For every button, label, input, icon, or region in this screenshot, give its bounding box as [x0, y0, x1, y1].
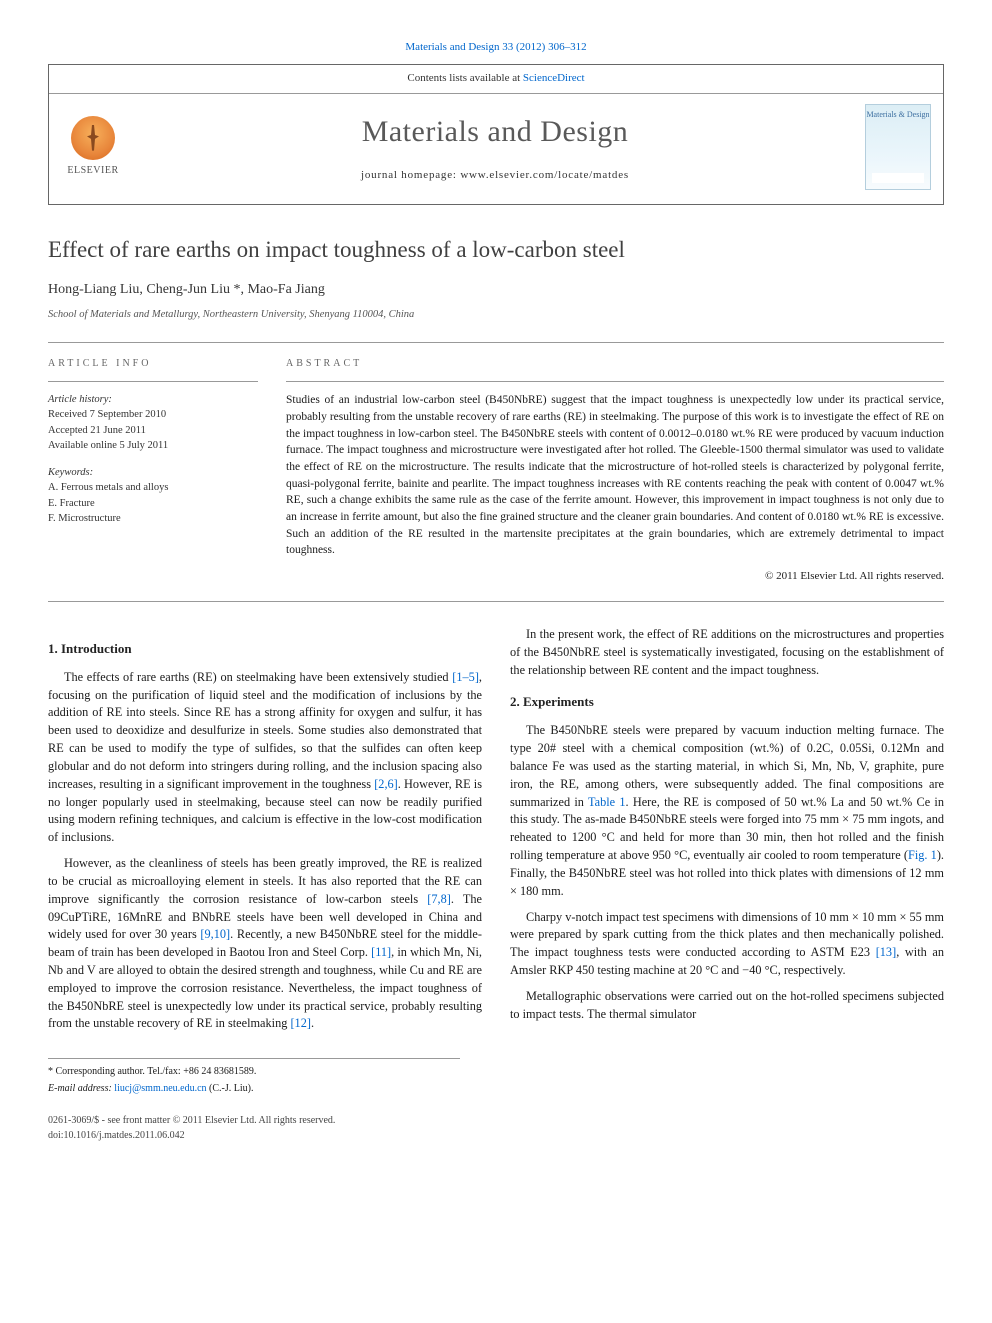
ref-fig-1[interactable]: Fig. 1: [908, 848, 937, 862]
footer-copyright-block: 0261-3069/$ - see front matter © 2011 El…: [48, 1114, 944, 1143]
s2-paragraph-1: The B450NbRE steels were prepared by vac…: [510, 722, 944, 900]
s2-paragraph-3: Metallographic observations were carried…: [510, 988, 944, 1024]
contents-available-label: Contents lists available at ScienceDirec…: [407, 71, 584, 87]
cover-title: Materials & Design: [866, 111, 929, 120]
history-label: Article history:: [48, 392, 258, 407]
section-1-heading: 1. Introduction: [48, 640, 482, 659]
txt: The effects of rare earths (RE) on steel…: [64, 670, 452, 684]
abstract-copyright: © 2011 Elsevier Ltd. All rights reserved…: [286, 569, 944, 585]
authors-line: Hong-Liang Liu, Cheng-Jun Liu *, Mao-Fa …: [48, 280, 944, 300]
ref-11[interactable]: [11]: [371, 945, 391, 959]
ref-table-1[interactable]: Table 1: [588, 795, 626, 809]
corr-email-line: E-mail address: liucj@smm.neu.edu.cn (C.…: [48, 1082, 460, 1097]
doi-line: doi:10.1016/j.matdes.2011.06.042: [48, 1129, 944, 1144]
txt: However, as the cleanliness of steels ha…: [48, 856, 482, 906]
corresponding-author-footer: * Corresponding author. Tel./fax: +86 24…: [48, 1058, 460, 1096]
ref-9-10[interactable]: [9,10]: [200, 927, 230, 941]
ref-7-8[interactable]: [7,8]: [427, 892, 451, 906]
affiliation: School of Materials and Metallurgy, Nort…: [48, 307, 944, 322]
email-who: (C.-J. Liu).: [207, 1083, 254, 1094]
section-2-heading: 2. Experiments: [510, 693, 944, 712]
abstract-column: ABSTRACT Studies of an industrial low-ca…: [286, 357, 944, 585]
elsevier-tree-icon: [71, 116, 115, 160]
s1-paragraph-3: In the present work, the effect of RE ad…: [510, 626, 944, 679]
elsevier-brand-text: ELSEVIER: [67, 164, 118, 179]
article-title: Effect of rare earths on impact toughnes…: [48, 233, 944, 266]
article-body: 1. Introduction The effects of rare eart…: [48, 626, 944, 1037]
txt: .: [311, 1016, 314, 1030]
corr-author-line: * Corresponding author. Tel./fax: +86 24…: [48, 1065, 460, 1080]
keyword-1: A. Ferrous metals and alloys: [48, 480, 258, 495]
abstract-text: Studies of an industrial low-carbon stee…: [286, 392, 944, 559]
s1-paragraph-2: However, as the cleanliness of steels ha…: [48, 855, 482, 1033]
front-matter-line: 0261-3069/$ - see front matter © 2011 El…: [48, 1114, 944, 1129]
article-info-heading: ARTICLE INFO: [48, 357, 258, 372]
elsevier-logo: ELSEVIER: [61, 111, 125, 183]
email-label: E-mail address:: [48, 1083, 114, 1094]
journal-header-box: Contents lists available at ScienceDirec…: [48, 64, 944, 205]
keyword-3: F. Microstructure: [48, 511, 258, 526]
ref-2-6[interactable]: [2,6]: [374, 777, 398, 791]
article-info-column: ARTICLE INFO Article history: Received 7…: [48, 357, 258, 585]
ref-12[interactable]: [12]: [290, 1016, 311, 1030]
contents-prefix: Contents lists available at: [407, 72, 522, 84]
journal-homepage-link[interactable]: journal homepage: www.elsevier.com/locat…: [125, 168, 865, 184]
corr-email-link[interactable]: liucj@smm.neu.edu.cn: [114, 1083, 206, 1094]
journal-cover-thumbnail: Materials & Design: [865, 104, 931, 190]
sciencedirect-link[interactable]: ScienceDirect: [523, 72, 585, 84]
history-received: Received 7 September 2010: [48, 407, 258, 422]
ref-13[interactable]: [13]: [876, 945, 897, 959]
s1-paragraph-1: The effects of rare earths (RE) on steel…: [48, 669, 482, 847]
ref-1-5[interactable]: [1–5]: [452, 670, 479, 684]
s2-paragraph-2: Charpy v-notch impact test specimens wit…: [510, 909, 944, 980]
history-online: Available online 5 July 2011: [48, 438, 258, 453]
journal-title: Materials and Design: [125, 110, 865, 154]
article-meta-row: ARTICLE INFO Article history: Received 7…: [48, 342, 944, 602]
txt: , focusing on the purification of liquid…: [48, 670, 482, 791]
cover-strip: [872, 173, 924, 183]
keywords-label: Keywords:: [48, 465, 258, 480]
keyword-2: E. Fracture: [48, 496, 258, 511]
journal-citation: Materials and Design 33 (2012) 306–312: [48, 40, 944, 56]
history-accepted: Accepted 21 June 2011: [48, 423, 258, 438]
abstract-heading: ABSTRACT: [286, 357, 944, 372]
